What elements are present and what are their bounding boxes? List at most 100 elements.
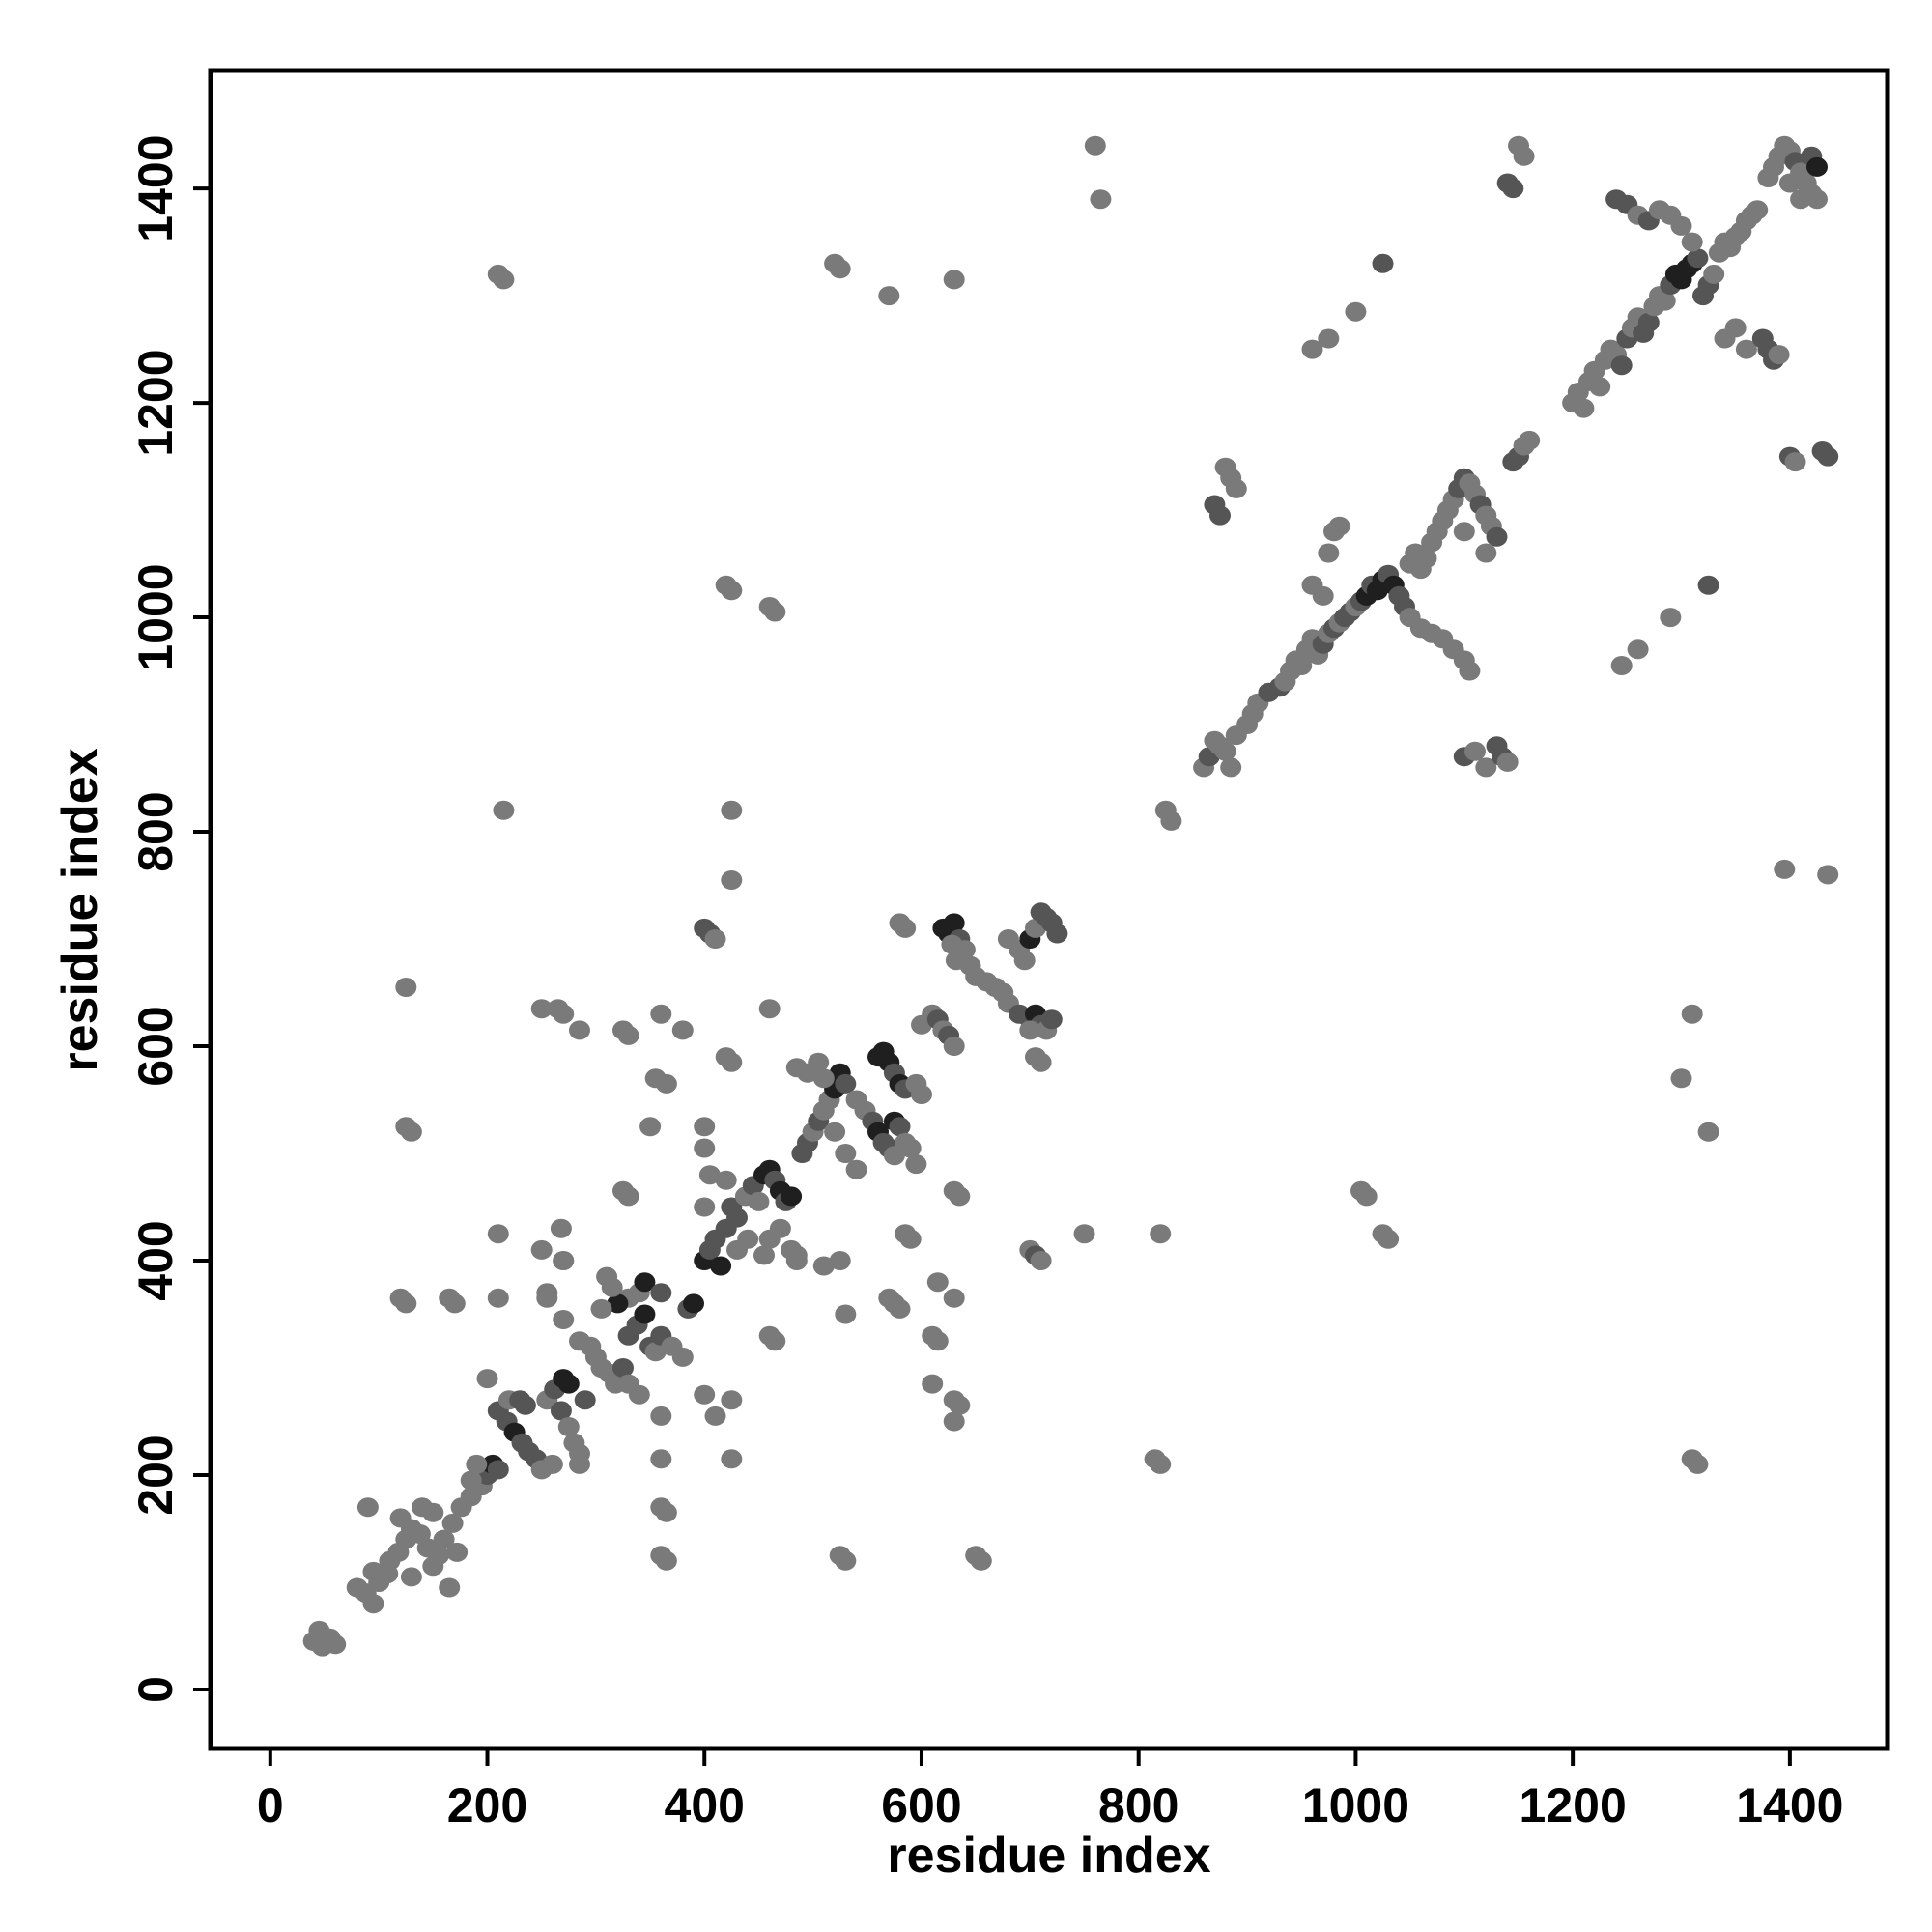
data-point: [769, 1218, 791, 1238]
data-point: [650, 1449, 672, 1469]
data-point: [1084, 135, 1106, 156]
data-point: [764, 1331, 786, 1351]
data-point: [704, 1406, 726, 1426]
data-point: [1681, 232, 1703, 252]
data-point: [1453, 522, 1475, 542]
data-point: [1817, 865, 1839, 885]
y-tick-label: 1000: [128, 563, 183, 670]
data-point: [694, 1384, 716, 1405]
data-point: [428, 1546, 449, 1566]
data-point: [439, 1577, 461, 1598]
data-point: [308, 1620, 330, 1640]
data-point: [1735, 339, 1757, 359]
data-point: [1610, 355, 1633, 376]
x-tick-label: 1400: [1736, 1778, 1843, 1833]
data-point: [1355, 1186, 1378, 1207]
data-point: [943, 913, 965, 933]
y-axis: 0 200 400 600 800 1000 1200 1400: [128, 134, 211, 1703]
data-point: [1225, 478, 1247, 498]
data-point: [1209, 505, 1231, 526]
data-point: [536, 1288, 558, 1308]
data-point: [1654, 291, 1676, 311]
data-point: [487, 1224, 509, 1244]
data-point: [655, 1073, 677, 1094]
data-point: [748, 1191, 770, 1211]
data-point: [721, 1449, 743, 1469]
data-point: [671, 1020, 694, 1040]
data-point: [1345, 301, 1367, 322]
data-point: [1301, 339, 1323, 359]
data-point: [493, 270, 515, 290]
data-point: [694, 1197, 716, 1217]
data-point: [1703, 264, 1725, 284]
data-points: [302, 135, 1839, 1657]
data-point: [1318, 543, 1340, 563]
data-point: [530, 1239, 553, 1260]
data-point: [943, 1411, 965, 1432]
data-point: [764, 602, 786, 622]
data-point: [634, 1304, 656, 1324]
data-point: [710, 1256, 732, 1276]
data-point: [1610, 656, 1633, 675]
data-point: [1040, 1009, 1063, 1030]
y-tick-label: 200: [128, 1435, 183, 1515]
data-point: [1150, 1454, 1172, 1474]
data-point: [628, 1384, 650, 1405]
data-point: [721, 870, 743, 890]
data-point: [446, 1542, 469, 1562]
data-point: [1697, 1122, 1719, 1142]
data-point: [1687, 248, 1709, 269]
data-point: [612, 1358, 634, 1378]
data-point: [698, 1165, 721, 1185]
data-point: [487, 1288, 509, 1308]
data-point: [617, 1025, 639, 1045]
data-point: [1475, 543, 1497, 563]
data-point: [639, 1117, 662, 1137]
x-axis-title: residue index: [887, 1828, 1210, 1884]
data-point: [1291, 656, 1313, 675]
data-point: [835, 1073, 857, 1094]
data-point: [758, 999, 781, 1019]
data-point: [1747, 200, 1769, 220]
data-point: [514, 1395, 536, 1415]
data-point: [889, 1298, 911, 1319]
data-point: [441, 1513, 464, 1533]
data-point: [899, 1229, 922, 1249]
data-point: [905, 1073, 927, 1094]
data-point: [655, 1502, 677, 1522]
x-tick-label: 1000: [1302, 1778, 1409, 1833]
data-point: [1160, 810, 1182, 831]
data-point: [650, 1283, 672, 1303]
data-point: [1150, 1224, 1172, 1244]
data-point: [1774, 859, 1796, 879]
data-point: [943, 270, 965, 290]
data-point: [644, 1342, 667, 1362]
data-point: [1817, 446, 1839, 467]
data-point: [922, 1374, 944, 1394]
data-point: [356, 1497, 379, 1518]
data-point: [753, 1245, 775, 1265]
data-point: [1670, 1068, 1692, 1089]
data-point: [557, 1374, 580, 1394]
y-tick-label: 600: [128, 1006, 183, 1086]
data-point: [824, 1122, 846, 1142]
data-point: [400, 1122, 422, 1142]
data-point: [1670, 215, 1692, 236]
data-point: [970, 1550, 992, 1571]
data-point: [1030, 1251, 1052, 1270]
data-point: [949, 1186, 971, 1207]
y-tick-label: 800: [128, 791, 183, 871]
data-point: [1475, 757, 1497, 778]
x-tick-label: 800: [1098, 1778, 1179, 1833]
data-point: [1768, 345, 1790, 365]
data-point: [1697, 575, 1719, 595]
data-point: [1806, 156, 1828, 177]
data-point: [878, 286, 900, 306]
data-point: [650, 1004, 672, 1024]
data-point: [721, 1052, 743, 1072]
data-point: [704, 929, 726, 949]
y-tick-label: 1200: [128, 349, 183, 456]
data-point: [895, 918, 917, 938]
data-point: [1589, 377, 1611, 397]
data-point: [460, 1470, 482, 1491]
